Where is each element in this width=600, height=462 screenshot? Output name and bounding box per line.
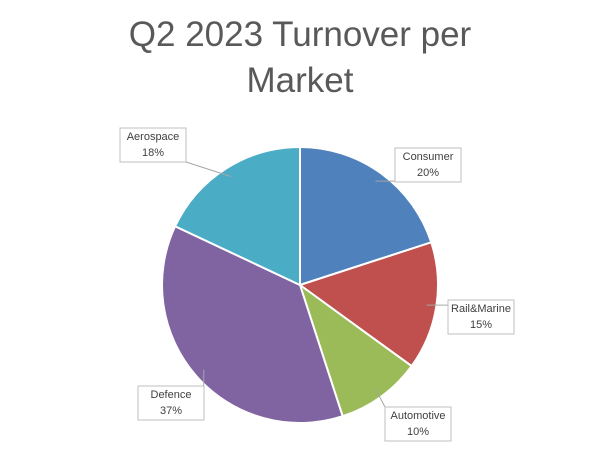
- label-name: Defence: [151, 389, 192, 401]
- leader-line: [374, 388, 386, 408]
- pie-slice: [298, 282, 414, 418]
- label-box: [394, 147, 462, 183]
- pie-slice: [297, 241, 439, 368]
- label-box: [447, 299, 515, 335]
- leader-line: [185, 161, 232, 178]
- data-label: Automotive 10%: [384, 406, 452, 442]
- label-box: [119, 127, 187, 163]
- label-value: 37%: [160, 405, 182, 417]
- label-value: 18%: [142, 147, 164, 159]
- label-name: Consumer: [403, 151, 454, 163]
- pie-slice: [161, 224, 344, 424]
- data-label: Aerospace 18%: [119, 127, 187, 163]
- pie-slice: [299, 145, 433, 287]
- label-value: 10%: [407, 426, 429, 438]
- chart-title: Q2 2023 Turnover per Market: [128, 15, 472, 100]
- label-box: [137, 385, 205, 421]
- label-name: Aerospace: [127, 131, 180, 143]
- data-label: Rail&Marine 15%: [447, 299, 515, 335]
- label-name: Rail&Marine: [451, 303, 511, 315]
- label-value: 20%: [417, 167, 439, 179]
- label-value: 15%: [470, 319, 492, 331]
- label-box: [384, 406, 452, 442]
- pie-slice: [173, 145, 301, 287]
- label-name: Automotive: [390, 410, 445, 422]
- data-label: Defence 37%: [137, 385, 205, 421]
- data-label: Consumer 20%: [394, 147, 462, 183]
